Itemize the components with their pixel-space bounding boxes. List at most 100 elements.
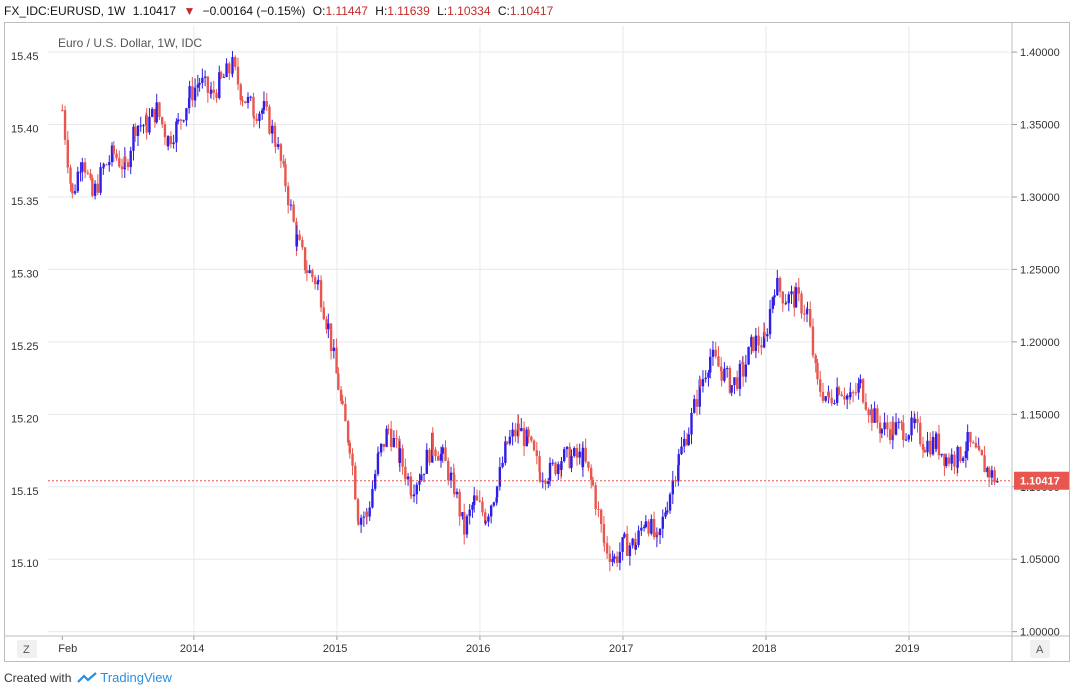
price-bar-body: [554, 462, 557, 475]
price-bar-body: [878, 422, 882, 434]
price-bar-body: [341, 400, 344, 404]
price-bar-body: [730, 385, 733, 393]
price-bar-body: [741, 361, 745, 377]
price-bar-body: [508, 436, 512, 444]
price-bar-body: [661, 516, 664, 529]
price-bar-body: [634, 545, 638, 550]
price-bar-body: [316, 281, 320, 285]
price-bar-body: [139, 125, 142, 127]
price-bar-body: [628, 545, 632, 556]
close-value: 1.10417: [509, 4, 554, 18]
price-bar-body: [618, 551, 622, 563]
price-bar-body: [289, 204, 293, 206]
price-bar-body: [647, 521, 650, 534]
price-bar-body: [303, 247, 307, 271]
price-bar-body: [335, 347, 338, 374]
price-bar-body: [993, 470, 996, 483]
price-bar-body: [723, 368, 726, 381]
symbol-label: FX_IDC:EURUSD, 1W: [4, 4, 126, 18]
price-bar-body: [990, 470, 994, 478]
x-tick-label: 2015: [323, 643, 347, 655]
price-bar-body: [359, 517, 363, 525]
chart-title: Euro / U.S. Dollar, 1W, IDC: [58, 36, 202, 50]
price-bar-body: [977, 446, 981, 451]
price-bar-body: [921, 443, 925, 450]
price-bar-body: [587, 461, 590, 468]
price-bar-body: [861, 379, 865, 403]
z-button[interactable]: Z: [23, 644, 30, 656]
price-bar-body: [625, 533, 629, 556]
price-bar-body: [142, 125, 145, 127]
price-bar-body: [455, 491, 459, 495]
price-bar-body: [301, 239, 304, 248]
price-bar-body: [923, 449, 926, 453]
price-bar-body: [437, 456, 440, 461]
price-bar-body: [239, 84, 242, 101]
price-bar-body: [986, 467, 989, 473]
price-bar-body: [535, 450, 539, 457]
price-bar-body: [557, 464, 560, 475]
price-bar-body: [916, 418, 919, 423]
open-label: O:: [312, 4, 326, 18]
price-bar-body: [605, 543, 609, 554]
price-bar-body: [644, 521, 648, 528]
price-bar-body: [145, 115, 148, 133]
z-button-bg[interactable]: [17, 640, 37, 658]
price-bar-body: [246, 96, 250, 103]
price-bar-body: [613, 556, 616, 559]
price-bar-body: [956, 446, 959, 468]
price-bar-body: [677, 454, 680, 466]
price-bar-body: [129, 150, 132, 168]
price-bar-body: [677, 465, 680, 482]
price-bar-body: [966, 431, 969, 452]
price-bar-body: [169, 136, 173, 145]
price-bar-body: [910, 417, 913, 436]
price-bar-body: [940, 453, 943, 456]
price-bar-body: [81, 162, 84, 172]
price-bar-body: [830, 397, 833, 404]
price-bar-body: [851, 392, 855, 394]
price-bar-body: [725, 368, 729, 370]
left-tick-label: 15.10: [11, 558, 39, 570]
left-tick-label: 15.20: [11, 413, 39, 425]
price-bar-body: [650, 518, 653, 534]
price-bar-body: [425, 449, 428, 474]
price-bar-body: [693, 399, 696, 413]
price-bar-body: [193, 87, 197, 101]
price-bar-body: [431, 432, 434, 450]
price-bar-body: [132, 126, 135, 151]
price-bar-body: [793, 291, 796, 308]
price-bar-body: [279, 144, 283, 161]
a-button[interactable]: A: [1036, 644, 1044, 656]
price-bar-body: [322, 307, 326, 320]
price-bar-body: [907, 435, 910, 440]
price-bar-body: [544, 480, 547, 484]
price-bar-body: [463, 512, 466, 535]
price-bar-body: [548, 462, 552, 482]
price-bar-body: [685, 438, 689, 445]
price-bar-body: [897, 421, 900, 423]
price-bar-body: [155, 102, 158, 123]
price-bar-body: [484, 521, 487, 524]
price-bar-body: [91, 178, 94, 196]
price-bar-body: [371, 488, 374, 508]
price-bar-body: [99, 167, 102, 193]
price-bar-body: [406, 476, 410, 480]
price-bar-body: [484, 512, 487, 524]
chart-frame[interactable]: [4, 22, 1070, 662]
price-bar-body: [219, 72, 223, 77]
last-price: 1.10417: [132, 4, 177, 18]
tradingview-logo[interactable]: TradingView: [77, 670, 172, 685]
a-button-bg[interactable]: [1030, 640, 1050, 658]
price-bar-body: [492, 502, 496, 506]
price-bar-body: [79, 171, 82, 173]
price-bar-body: [346, 421, 350, 443]
price-bar-body: [517, 423, 520, 432]
price-bar-body: [368, 507, 371, 517]
price-bar-body: [187, 98, 191, 109]
price-bar-body: [473, 495, 476, 505]
price-bar-body: [337, 373, 340, 390]
price-bar-body: [538, 456, 541, 472]
price-bar-body: [153, 108, 157, 123]
